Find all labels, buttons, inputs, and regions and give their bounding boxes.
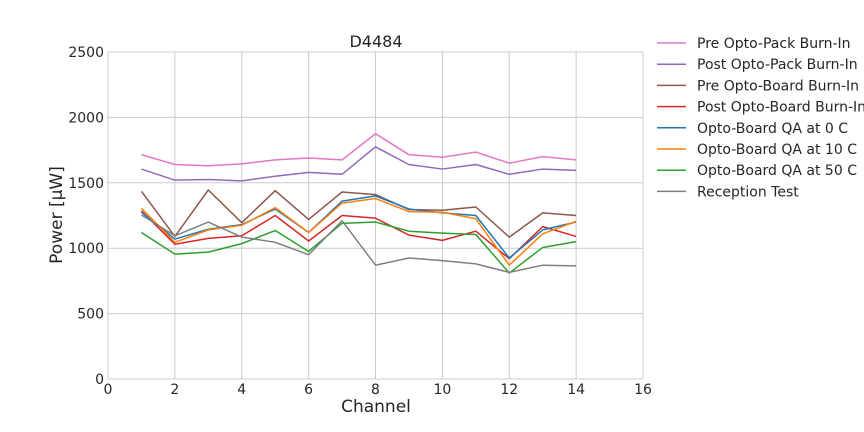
legend-entry: Opto-Board QA at 50 C	[697, 163, 857, 179]
y-tick-label: 1000	[68, 241, 104, 257]
legend: Pre Opto-Pack Burn-In Post Opto-Pack Burn…	[657, 36, 864, 200]
x-tick-label: 4	[237, 382, 246, 398]
x-tick-label: 16	[634, 382, 652, 398]
series-line-7	[141, 221, 577, 274]
series-line-2	[141, 146, 577, 182]
x-tick-label: 10	[433, 382, 451, 398]
series-line-8	[141, 214, 577, 274]
x-tick-label: 8	[371, 382, 380, 398]
series-line-6	[140, 197, 577, 266]
y-tick-label: 500	[77, 307, 104, 323]
y-tick-label: 2500	[68, 45, 104, 61]
y-tick-label: 0	[95, 372, 104, 388]
x-tick-label: 0	[104, 382, 113, 398]
series-line-1	[141, 133, 577, 167]
legend-entry: Post Opto-Pack Burn-In	[697, 57, 858, 73]
y-axis-label: Power [µW]	[47, 166, 67, 264]
grid	[107, 51, 644, 380]
legend-entry: Opto-Board QA at 0 C	[697, 121, 848, 137]
series-lines	[140, 133, 577, 274]
legend-entry: Pre Opto-Board Burn-In	[697, 78, 859, 94]
x-tick-label: 14	[567, 382, 585, 398]
legend-entry: Opto-Board QA at 10 C	[697, 142, 857, 158]
axes: 0 2 4 6 8 10 12 14 16 0 500 1000 1500 2000 2500	[68, 45, 652, 398]
x-tick-label: 6	[304, 382, 313, 398]
x-axis-label: Channel	[341, 397, 411, 417]
y-tick-label: 2000	[68, 110, 104, 126]
chart-title: D4484	[349, 32, 402, 51]
series-line-3	[140, 189, 577, 238]
x-tick-label: 12	[500, 382, 518, 398]
legend-entry: Reception Test	[697, 184, 799, 200]
y-tick-label: 1500	[68, 176, 104, 192]
legend-entry: Pre Opto-Pack Burn-In	[697, 36, 851, 52]
series-line-4	[140, 210, 577, 260]
x-tick-label: 2	[170, 382, 179, 398]
legend-entry: Post Opto-Board Burn-In	[697, 100, 864, 116]
